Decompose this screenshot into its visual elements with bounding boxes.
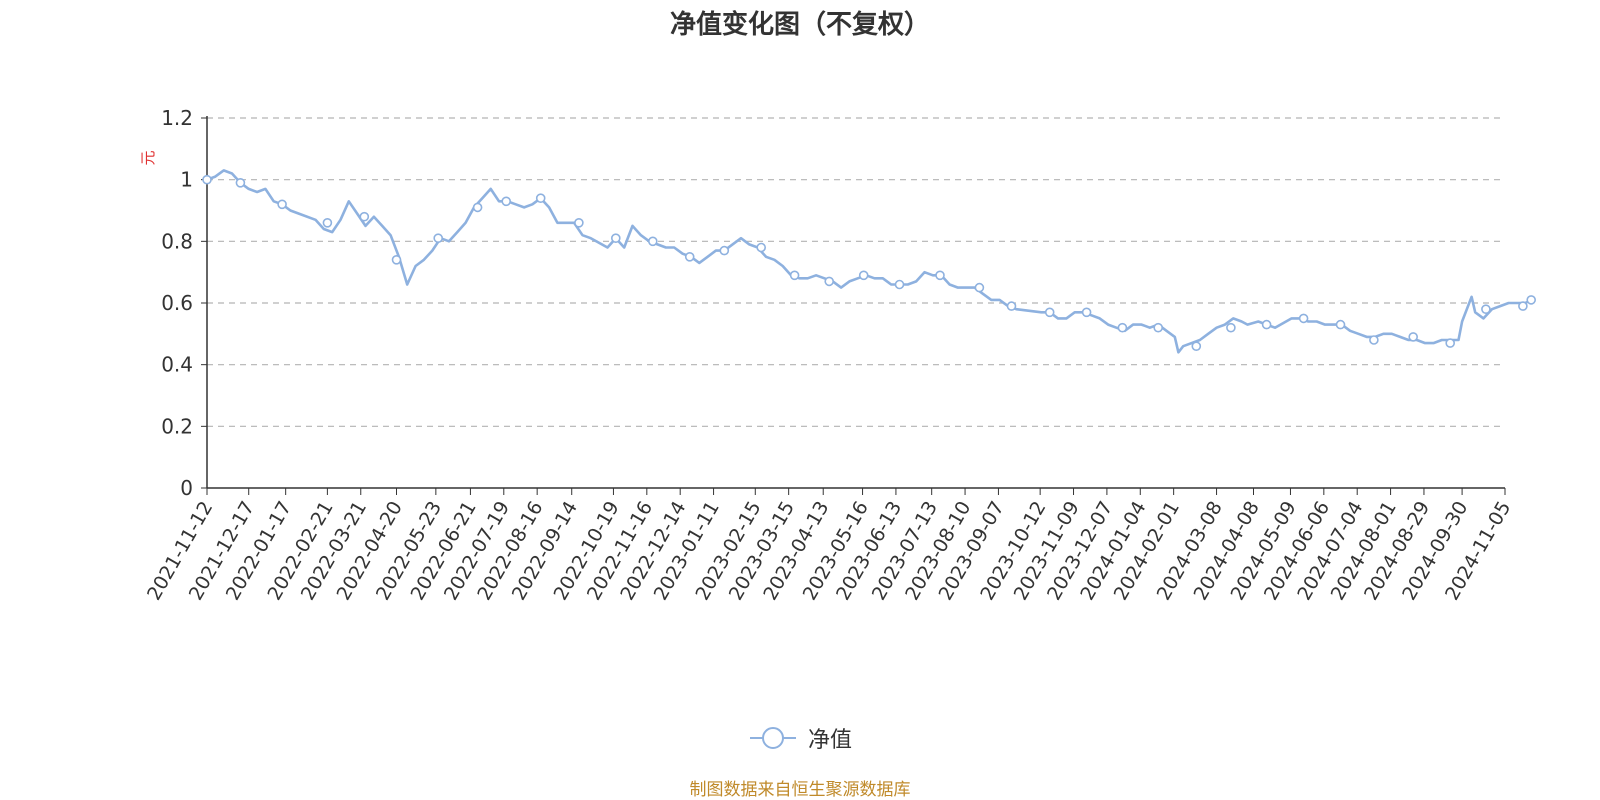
axes: 00.20.40.60.811.2元2021-11-122021-12-1720…: [139, 106, 1515, 604]
data-point: [1153, 322, 1163, 333]
series-line: [205, 169, 1533, 354]
data-point: [277, 199, 287, 210]
data-point: [1445, 338, 1455, 348]
legend[interactable]: 净值: [0, 722, 1600, 754]
data-point: [235, 178, 246, 188]
data-point: [391, 254, 402, 265]
y-tick-label: 1.2: [161, 106, 193, 130]
data-point: [1226, 322, 1236, 333]
data-point: [974, 282, 985, 293]
data-point: [1518, 301, 1528, 311]
data-point: [202, 174, 212, 185]
data-point: [1335, 319, 1346, 330]
data-point: [1261, 319, 1272, 330]
data-point: [574, 218, 584, 228]
y-tick-label: 0.2: [161, 414, 193, 438]
data-point: [647, 236, 658, 247]
series-layer: [205, 169, 1533, 354]
data-point: [1526, 295, 1536, 305]
source-note: 制图数据来自恒生聚源数据库: [689, 780, 911, 800]
data-point: [610, 233, 621, 243]
y-tick-label: 0: [180, 476, 193, 500]
gridlines: [207, 117, 1505, 427]
data-point: [472, 202, 483, 213]
y-axis-unit-label: 元: [139, 150, 157, 165]
y-tick-label: 1: [180, 168, 193, 192]
data-point: [935, 270, 945, 281]
data-point: [1408, 332, 1418, 342]
data-point: [1481, 304, 1491, 315]
data-point: [1369, 335, 1379, 345]
data-point: [1006, 301, 1017, 311]
data-point: [756, 242, 767, 253]
data-point: [1044, 307, 1055, 318]
marker-layer: [202, 174, 1536, 352]
y-tick-label: 0.6: [161, 291, 193, 315]
data-point: [359, 211, 370, 222]
data-point: [894, 279, 905, 290]
data-point: [1117, 322, 1128, 333]
data-point: [322, 218, 333, 228]
data-point: [684, 251, 695, 262]
y-tick-label: 0.4: [161, 353, 193, 377]
data-point: [1081, 307, 1092, 318]
legend-label: 净值: [807, 728, 852, 753]
chart-title: 净值变化图（不复权）: [669, 10, 930, 40]
data-point: [535, 193, 546, 203]
y-tick-label: 0.8: [161, 229, 193, 253]
data-point: [1298, 313, 1309, 324]
data-point: [433, 233, 444, 243]
data-point: [789, 270, 800, 281]
legend-line-circle-icon: [749, 727, 796, 749]
data-point: [858, 270, 869, 281]
data-point: [719, 245, 730, 256]
data-point: [824, 276, 835, 287]
data-point: [1191, 341, 1202, 352]
data-point: [501, 196, 512, 207]
